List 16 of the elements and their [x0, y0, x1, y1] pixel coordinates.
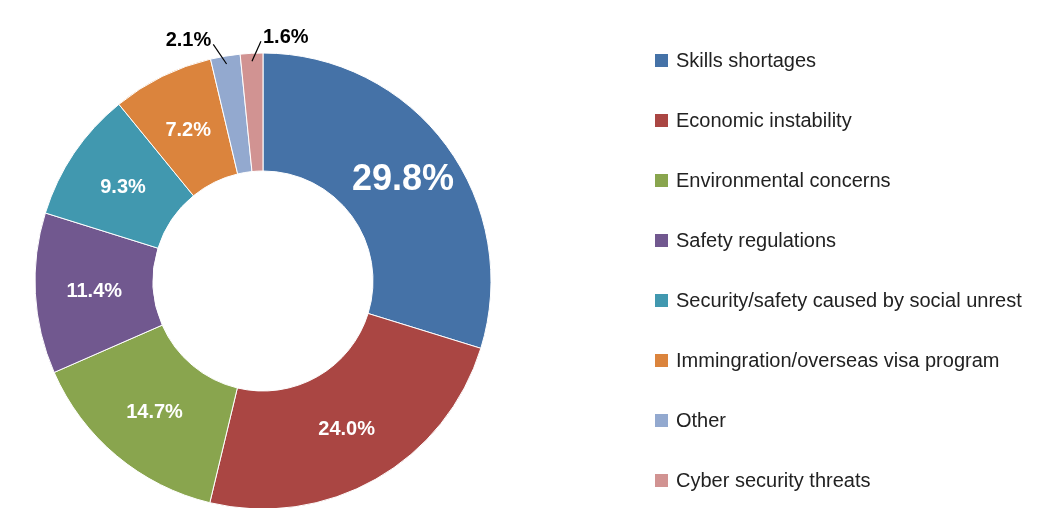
data-label: 1.6% [262, 25, 309, 48]
data-label: 29.8% [351, 157, 455, 199]
legend-label: Immingration/overseas visa program [676, 348, 1000, 372]
data-label: 14.7% [126, 399, 184, 422]
legend-label: Cyber security threats [676, 468, 871, 492]
data-label: 24.0% [318, 416, 376, 439]
legend-label: Security/safety caused by social unrest [676, 288, 1022, 312]
legend-label: Skills shortages [676, 48, 817, 72]
legend-label: Environmental concerns [676, 168, 891, 192]
data-label: 9.3% [100, 175, 147, 198]
legend-label: Safety regulations [676, 228, 837, 252]
data-label: 11.4% [66, 279, 123, 302]
data-label: 7.2% [165, 118, 212, 141]
data-label: 2.1% [165, 28, 212, 51]
legend-label: Economic instability [676, 108, 852, 132]
legend-label: Other [676, 408, 727, 432]
